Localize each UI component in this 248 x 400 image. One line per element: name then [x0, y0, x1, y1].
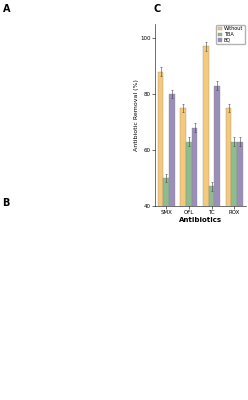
Bar — [237, 142, 243, 318]
Bar — [231, 142, 237, 318]
X-axis label: Antibiotics: Antibiotics — [179, 217, 222, 223]
Bar — [158, 72, 163, 318]
Bar — [163, 178, 169, 318]
Bar — [209, 186, 215, 318]
Text: B: B — [2, 198, 10, 208]
Bar — [192, 128, 197, 318]
Bar — [226, 108, 231, 318]
Bar — [169, 94, 175, 318]
Bar — [186, 142, 192, 318]
Y-axis label: Antibiotic Removal (%): Antibiotic Removal (%) — [134, 79, 139, 151]
Bar — [215, 86, 220, 318]
Legend: Without, TBA, BQ: Without, TBA, BQ — [217, 25, 245, 44]
Bar — [181, 108, 186, 318]
Text: A: A — [2, 4, 10, 14]
Bar — [203, 46, 209, 318]
Text: C: C — [154, 4, 161, 14]
